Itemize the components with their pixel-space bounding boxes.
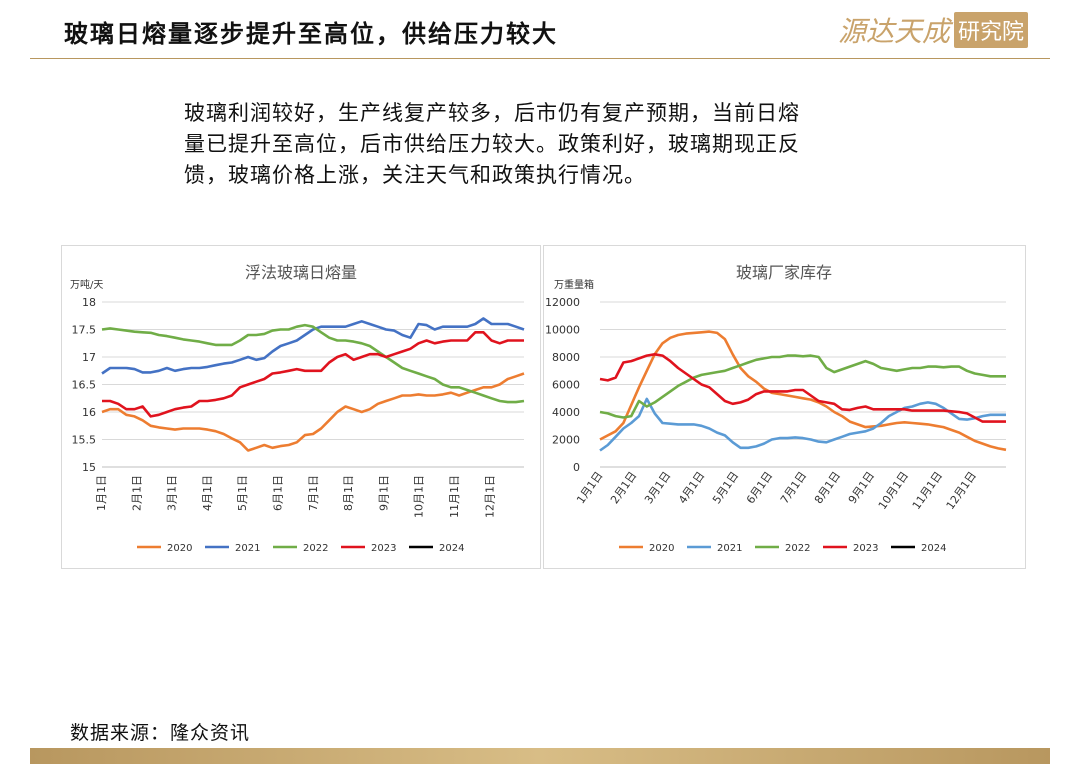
legend-label: 2024	[439, 543, 464, 554]
x-tick-label: 12月1日	[483, 475, 496, 518]
y-tick-label: 17	[82, 351, 96, 364]
y-tick-label: 4000	[552, 406, 580, 419]
data-source: 数据来源：隆众资讯	[70, 722, 251, 744]
chart-title: 浮法玻璃日熔量	[245, 263, 357, 282]
y-tick-label: 8000	[552, 351, 580, 364]
y-tick-label: 12000	[545, 296, 580, 309]
x-tick-label: 2月1日	[130, 475, 143, 511]
footer-bar	[30, 748, 1050, 764]
brand-logo: 源达天成 研究院	[838, 10, 1028, 50]
x-tick-label: 4月1日	[676, 469, 707, 506]
y-axis-unit: 万重量箱	[554, 278, 594, 291]
x-tick-label: 7月1日	[307, 475, 320, 511]
chart-title: 玻璃厂家库存	[736, 263, 832, 282]
y-tick-label: 18	[82, 296, 96, 309]
title-divider	[30, 58, 1050, 59]
x-tick-label: 7月1日	[778, 469, 809, 506]
x-tick-label: 3月1日	[642, 469, 673, 506]
legend-label: 2022	[785, 543, 810, 554]
y-axis-unit: 万吨/天	[70, 278, 103, 291]
series-line-2022	[599, 354, 1006, 419]
x-tick-label: 1月1日	[574, 469, 605, 506]
x-tick-label: 11月1日	[910, 469, 945, 512]
legend-label: 2021	[235, 543, 260, 554]
y-tick-label: 10000	[545, 324, 580, 337]
legend-label: 2021	[717, 543, 742, 554]
series-line-2021	[599, 397, 1006, 452]
legend-label: 2020	[649, 543, 674, 554]
legend-label: 2023	[371, 543, 396, 554]
y-tick-label: 2000	[552, 434, 580, 447]
y-tick-label: 15	[82, 461, 96, 474]
page-title: 玻璃日熔量逐步提升至高位，供给压力较大	[64, 19, 558, 48]
legend-label: 2020	[167, 543, 192, 554]
x-tick-label: 9月1日	[377, 475, 390, 511]
logo-badge: 研究院	[953, 12, 1028, 48]
x-tick-label: 3月1日	[166, 475, 179, 511]
x-tick-label: 9月1日	[846, 469, 877, 506]
x-tick-label: 2月1日	[608, 469, 639, 506]
summary-paragraph: 玻璃利润较好，生产线复产较多，后市仍有复产预期，当前日熔 量已提升至高位，后市供…	[184, 98, 904, 191]
x-tick-label: 11月1日	[448, 475, 461, 518]
series-line-2020	[101, 372, 525, 452]
x-tick-label: 6月1日	[272, 475, 285, 511]
x-tick-label: 10月1日	[413, 475, 426, 518]
series-line-2020	[599, 330, 1007, 452]
y-tick-label: 6000	[552, 379, 580, 392]
x-tick-label: 4月1日	[201, 475, 214, 511]
chart-panel-inventory: 玻璃厂家库存万重量箱 12000 10000 8000 6000 4000 2000 0 1月1…	[543, 245, 1026, 569]
x-tick-label: 8月1日	[342, 475, 355, 511]
x-tick-label: 5月1日	[236, 475, 249, 511]
x-tick-label: 6月1日	[744, 469, 775, 506]
legend-label: 2024	[921, 543, 946, 554]
summary-line: 馈，玻璃价格上涨，关注天气和政策执行情况。	[184, 163, 646, 187]
legend-label: 2022	[303, 543, 328, 554]
legend-label: 2023	[853, 543, 878, 554]
y-tick-label: 0	[573, 461, 580, 474]
series-line-2023	[599, 353, 1006, 423]
y-tick-label: 15.5	[72, 434, 97, 447]
chart-panel-daily-melt: 浮法玻璃日熔量万吨/天 18 17.5 17 16.5 16 15.5 15 1月1日 2月1日 3…	[61, 245, 541, 569]
summary-line: 量已提升至高位，后市供给压力较大。政策利好，玻璃期现正反	[184, 132, 800, 156]
series-line-2022	[101, 323, 525, 404]
y-tick-label: 16	[82, 406, 96, 419]
series-line-2023	[102, 331, 524, 418]
series-line-2021	[101, 317, 525, 375]
logo-text: 源达天成	[837, 15, 950, 48]
y-tick-label: 16.5	[72, 379, 97, 392]
x-tick-label: 1月1日	[95, 475, 108, 511]
summary-line: 玻璃利润较好，生产线复产较多，后市仍有复产预期，当前日熔	[184, 101, 800, 125]
x-tick-label: 10月1日	[876, 469, 911, 512]
x-tick-label: 12月1日	[944, 469, 979, 512]
y-tick-label: 17.5	[72, 324, 97, 337]
x-tick-label: 5月1日	[710, 469, 741, 506]
x-tick-label: 8月1日	[812, 469, 843, 506]
